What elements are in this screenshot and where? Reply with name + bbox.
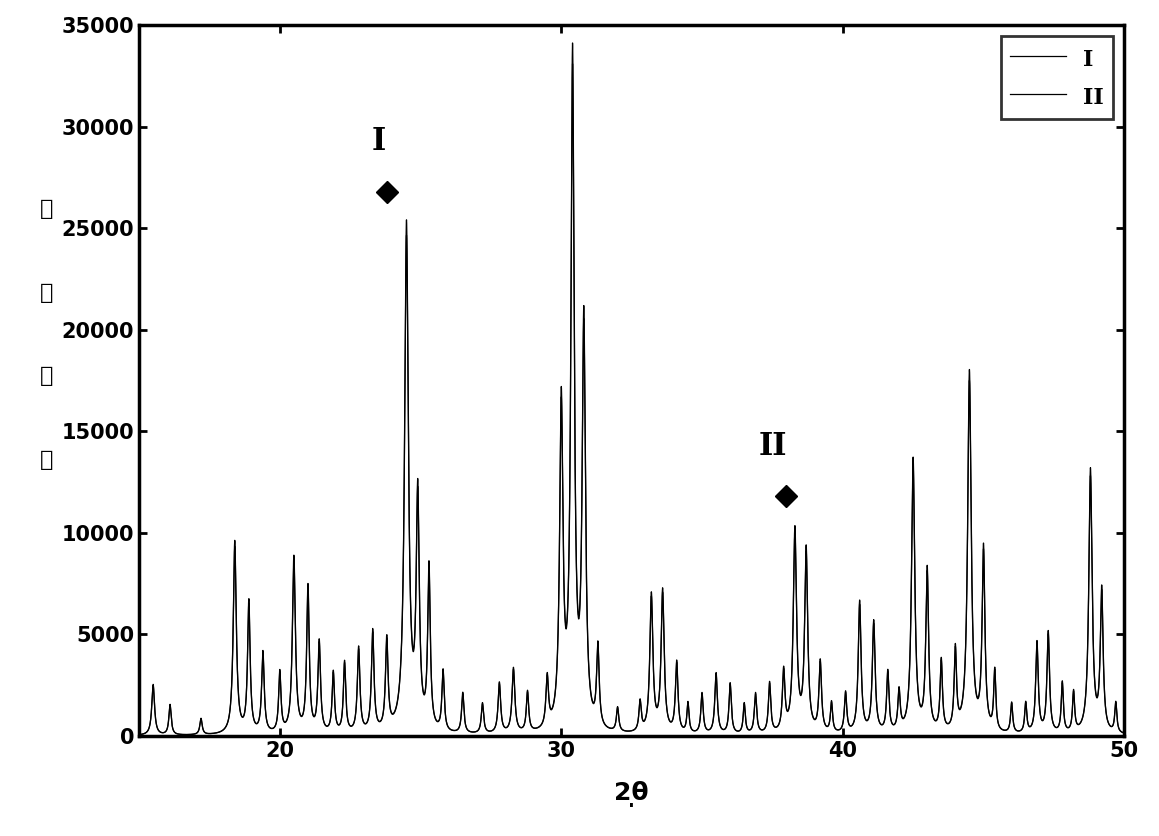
Text: 对: 对 (39, 366, 53, 386)
Text: ·: · (627, 793, 636, 820)
I (566, 38, 580, 48)
X-axis label: 2θ: 2θ (614, 782, 649, 805)
I (1117, 728, 1131, 738)
I (1015, 723, 1029, 733)
Text: I: I (371, 126, 386, 157)
I (1103, 721, 1117, 732)
II (1117, 728, 1131, 738)
I (575, 466, 589, 477)
II (761, 708, 775, 718)
I (132, 730, 146, 740)
II (566, 59, 580, 69)
II (132, 730, 146, 740)
Text: II: II (758, 431, 787, 461)
II (989, 670, 1003, 681)
II (1015, 723, 1029, 733)
Text: 数: 数 (39, 450, 53, 470)
I (989, 668, 1003, 678)
Text: 度: 度 (39, 283, 53, 303)
II (1115, 727, 1129, 737)
Line: I: I (139, 43, 1124, 735)
Line: II: II (139, 64, 1124, 735)
II (575, 475, 589, 485)
Legend: I, II: I, II (1001, 36, 1113, 120)
II (1103, 721, 1117, 732)
I (1115, 727, 1129, 737)
Text: 强: 强 (39, 199, 53, 219)
I (761, 707, 775, 717)
